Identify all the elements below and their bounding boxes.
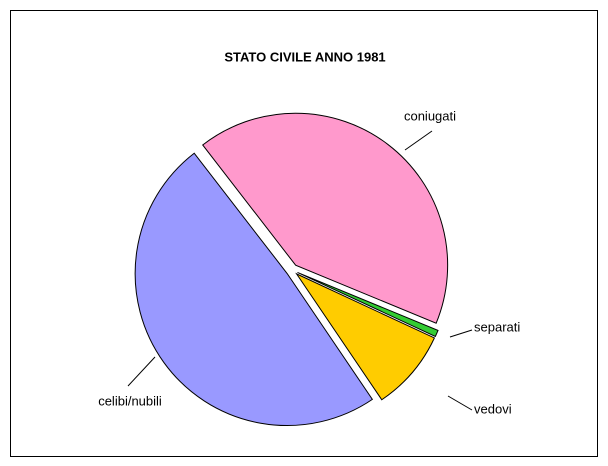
leader-line (404, 130, 433, 151)
pie-slice (297, 271, 439, 338)
slice-label: vedovi (474, 401, 512, 416)
slice-label: coniugati (404, 108, 456, 123)
slice-label: separati (474, 319, 520, 334)
pie-slice (134, 152, 374, 427)
chart-title: STATO CIVILE ANNO 1981 (224, 49, 385, 64)
slice-label: celibi/nubili (98, 393, 162, 408)
leader-line (447, 395, 473, 411)
leader-line (449, 329, 473, 338)
pie-slice (295, 272, 436, 401)
leader-line (127, 356, 156, 387)
pie-slice (201, 112, 449, 324)
